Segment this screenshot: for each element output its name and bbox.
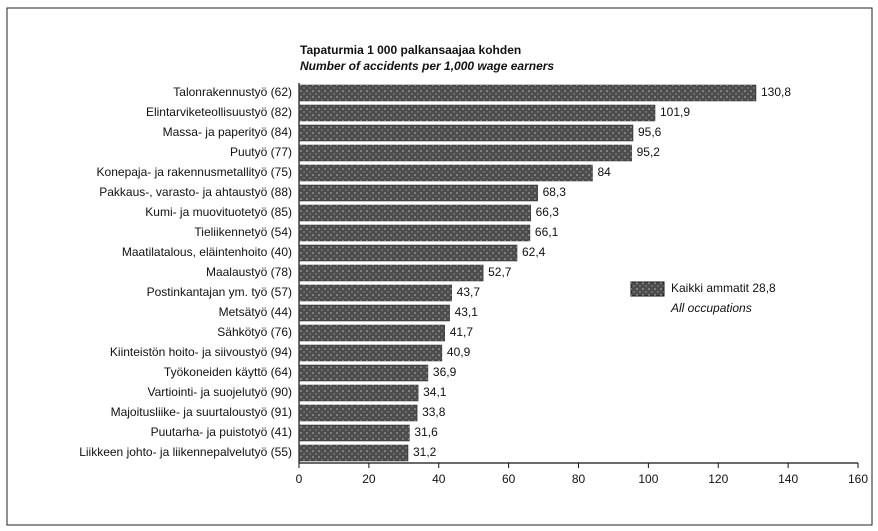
bar-texture [299, 245, 518, 261]
bar-texture [299, 285, 452, 301]
y-tick-label: Talonrakennustyö (62) [173, 85, 292, 99]
y-tick-label: Majoitusliike- ja suurtaloustyö (91) [111, 405, 292, 419]
legend-sublabel: All occupations [670, 301, 752, 315]
y-tick-label: Pakkaus-, varasto- ja ahtaustyö (88) [99, 185, 292, 199]
x-tick-label: 60 [502, 472, 516, 486]
x-tick-label: 20 [362, 472, 376, 486]
x-tick-label: 0 [296, 472, 303, 486]
bar-texture [299, 445, 409, 461]
bar-texture [299, 205, 531, 221]
value-label: 40,9 [447, 345, 471, 359]
value-label: 95,2 [637, 145, 661, 159]
value-label: 68,3 [543, 185, 567, 199]
bar-texture [299, 405, 418, 421]
x-tick-label: 40 [432, 472, 446, 486]
bar-texture [299, 85, 756, 101]
x-tick-label: 160 [848, 472, 868, 486]
y-tick-label: Työkoneiden käyttö (64) [164, 365, 292, 379]
value-label: 43,1 [455, 305, 479, 319]
x-tick-label: 140 [778, 472, 798, 486]
value-label: 31,6 [414, 425, 438, 439]
value-label: 62,4 [522, 245, 546, 259]
value-label: 31,2 [413, 445, 437, 459]
y-tick-label: Puutyö (77) [230, 145, 292, 159]
y-tick-label: Kumi- ja muovituotetyö (85) [145, 205, 292, 219]
bar-texture [299, 145, 632, 161]
value-label: 33,8 [422, 405, 446, 419]
y-tick-label: Konepaja- ja rakennusmetallityö (75) [97, 165, 292, 179]
value-label: 95,6 [638, 125, 662, 139]
x-tick-label: 100 [638, 472, 658, 486]
chart-title: Tapaturmia 1 000 palkansaajaa kohden [300, 43, 521, 57]
value-label: 66,3 [536, 205, 560, 219]
legend-swatch-texture [631, 282, 664, 296]
bar-texture [299, 365, 428, 381]
bar-texture [299, 165, 593, 181]
bar-texture [299, 125, 634, 141]
value-label: 130,8 [761, 85, 791, 99]
bar-texture [299, 185, 538, 201]
y-tick-label: Massa- ja paperityö (84) [163, 125, 292, 139]
bar-texture [299, 385, 419, 401]
value-label: 84 [597, 165, 611, 179]
y-tick-label: Sähkötyö (76) [217, 325, 292, 339]
bar-texture [299, 105, 656, 121]
value-label: 36,9 [433, 365, 457, 379]
bar-texture [299, 225, 530, 241]
y-tick-label: Postinkantajan ym. työ (57) [147, 285, 292, 299]
value-label: 101,9 [660, 105, 690, 119]
chart-subtitle: Number of accidents per 1,000 wage earne… [300, 59, 554, 73]
bar-texture [299, 265, 484, 281]
value-label: 34,1 [423, 385, 447, 399]
bar-texture [299, 345, 442, 361]
bar-texture [299, 425, 410, 441]
y-tick-label: Elintarviketeollisuustyö (82) [146, 105, 292, 119]
y-tick-label: Vartiointi- ja suojelutyö (90) [147, 385, 292, 399]
y-tick-label: Tieliikennetyö (54) [194, 225, 292, 239]
x-tick-label: 120 [708, 472, 728, 486]
y-tick-label: Liikkeen johto- ja liikennepalvelutyö (5… [79, 445, 292, 459]
frame [6, 7, 873, 526]
value-label: 41,7 [450, 325, 474, 339]
y-tick-label: Maalaustyö (78) [206, 265, 292, 279]
y-tick-label: Metsätyö (44) [219, 305, 292, 319]
value-label: 43,7 [457, 285, 481, 299]
legend-label: Kaikki ammatit 28,8 [671, 281, 776, 295]
value-label: 66,1 [535, 225, 559, 239]
value-label: 52,7 [488, 265, 512, 279]
bar-texture [299, 325, 445, 341]
y-tick-label: Kiinteistön hoito- ja siivoustyö (94) [110, 345, 292, 359]
y-tick-label: Maatilatalous, eläintenhoito (40) [122, 245, 292, 259]
y-tick-label: Puutarha- ja puistotyö (41) [151, 425, 292, 439]
x-tick-label: 80 [572, 472, 586, 486]
bar-texture [299, 305, 450, 321]
